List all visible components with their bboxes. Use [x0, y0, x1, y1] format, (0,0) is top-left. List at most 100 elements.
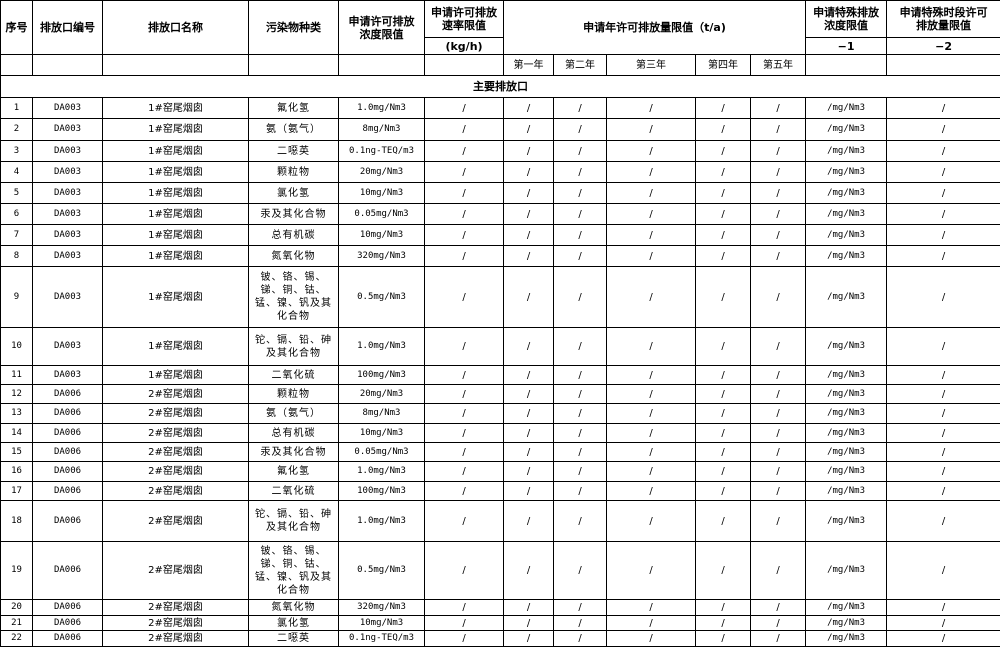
cell-year4: /	[696, 204, 751, 225]
cell-year4: /	[696, 631, 751, 647]
cell-year4: /	[696, 225, 751, 246]
cell-year5: /	[751, 267, 806, 328]
cell-year3: /	[607, 246, 696, 267]
header-seq: 序号	[1, 1, 33, 55]
cell-outlet-name: 1#窑尾烟囱	[103, 98, 249, 119]
cell-rate-limit: /	[425, 600, 504, 616]
cell-outlet-name: 2#窑尾烟囱	[103, 462, 249, 482]
cell-year5: /	[751, 600, 806, 616]
cell-seq: 2	[1, 119, 33, 141]
cell-seq: 6	[1, 204, 33, 225]
cell-outlet-code: DA006	[33, 542, 103, 600]
cell-special-period: /	[887, 366, 1000, 385]
cell-year1: /	[504, 225, 554, 246]
cell-year5: /	[751, 443, 806, 462]
cell-year5: /	[751, 183, 806, 204]
cell-conc-limit: 1.0mg/Nm3	[339, 328, 425, 366]
cell-pollutant: 二噁英	[249, 631, 339, 647]
cell-year3: /	[607, 141, 696, 162]
year-2: 第二年	[554, 55, 607, 76]
cell-outlet-name: 1#窑尾烟囱	[103, 204, 249, 225]
cell-pollutant: 二噁英	[249, 141, 339, 162]
cell-year2: /	[554, 462, 607, 482]
cell-special-conc: /mg/Nm3	[806, 328, 887, 366]
cell-year3: /	[607, 600, 696, 616]
cell-outlet-name: 2#窑尾烟囱	[103, 385, 249, 404]
cell-special-conc: /mg/Nm3	[806, 385, 887, 404]
cell-year1: /	[504, 183, 554, 204]
cell-outlet-code: DA003	[33, 204, 103, 225]
cell-year4: /	[696, 501, 751, 542]
cell-year1: /	[504, 482, 554, 501]
cell-pollutant: 颗粒物	[249, 162, 339, 183]
cell-year2: /	[554, 600, 607, 616]
cell-outlet-name: 1#窑尾烟囱	[103, 225, 249, 246]
cell-year3: /	[607, 542, 696, 600]
year-1: 第一年	[504, 55, 554, 76]
cell-year4: /	[696, 246, 751, 267]
cell-pollutant: 汞及其化合物	[249, 443, 339, 462]
cell-outlet-code: DA003	[33, 141, 103, 162]
cell-rate-limit: /	[425, 542, 504, 600]
cell-year5: /	[751, 462, 806, 482]
cell-pollutant: 氮氧化物	[249, 600, 339, 616]
cell-year3: /	[607, 616, 696, 631]
cell-special-conc: /mg/Nm3	[806, 225, 887, 246]
cell-year3: /	[607, 366, 696, 385]
cell-special-conc: /mg/Nm3	[806, 141, 887, 162]
cell-special-conc: /mg/Nm3	[806, 631, 887, 647]
cell-special-conc: /mg/Nm3	[806, 119, 887, 141]
cell-year3: /	[607, 162, 696, 183]
cell-outlet-code: DA003	[33, 225, 103, 246]
cell-year5: /	[751, 616, 806, 631]
cell-year4: /	[696, 366, 751, 385]
cell-pollutant: 总有机碳	[249, 424, 339, 443]
cell-year5: /	[751, 385, 806, 404]
cell-conc-limit: 0.1ng-TEQ/m3	[339, 141, 425, 162]
cell-special-period: /	[887, 119, 1000, 141]
cell-year1: /	[504, 631, 554, 647]
cell-rate-limit: /	[425, 204, 504, 225]
cell-year2: /	[554, 443, 607, 462]
cell-special-conc: /mg/Nm3	[806, 424, 887, 443]
cell-outlet-name: 1#窑尾烟囱	[103, 366, 249, 385]
cell-outlet-name: 2#窑尾烟囱	[103, 616, 249, 631]
cell-year5: /	[751, 225, 806, 246]
cell-year4: /	[696, 404, 751, 424]
cell-special-period: /	[887, 183, 1000, 204]
cell-year2: /	[554, 404, 607, 424]
cell-year3: /	[607, 443, 696, 462]
cell-outlet-name: 2#窑尾烟囱	[103, 404, 249, 424]
header-rate-limit: 申请许可排放速率限值	[425, 1, 504, 38]
cell-year2: /	[554, 162, 607, 183]
cell-year4: /	[696, 328, 751, 366]
cell-pollutant: 氟化氢	[249, 462, 339, 482]
cell-conc-limit: 20mg/Nm3	[339, 385, 425, 404]
cell-special-period: /	[887, 600, 1000, 616]
section-title: 主要排放口	[1, 76, 1000, 98]
header-pollutant: 污染物种类	[249, 1, 339, 55]
cell-seq: 19	[1, 542, 33, 600]
cell-outlet-code: DA006	[33, 385, 103, 404]
cell-year5: /	[751, 119, 806, 141]
cell-year4: /	[696, 616, 751, 631]
cell-conc-limit: 1.0mg/Nm3	[339, 98, 425, 119]
cell-year1: /	[504, 443, 554, 462]
cell-outlet-code: DA006	[33, 462, 103, 482]
cell-special-period: /	[887, 141, 1000, 162]
cell-year3: /	[607, 501, 696, 542]
cell-year1: /	[504, 204, 554, 225]
cell-special-conc: /mg/Nm3	[806, 542, 887, 600]
cell-special-period: /	[887, 225, 1000, 246]
cell-rate-limit: /	[425, 141, 504, 162]
cell-year4: /	[696, 183, 751, 204]
cell-year2: /	[554, 267, 607, 328]
cell-special-period: /	[887, 385, 1000, 404]
